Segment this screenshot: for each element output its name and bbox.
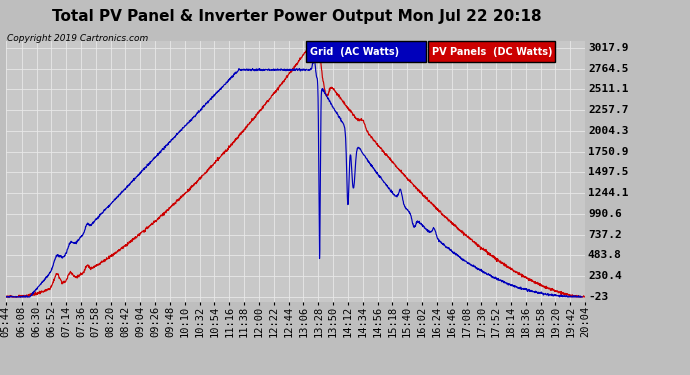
Text: Copyright 2019 Cartronics.com: Copyright 2019 Cartronics.com (7, 34, 148, 43)
Text: 990.6: 990.6 (588, 209, 622, 219)
Text: PV Panels  (DC Watts): PV Panels (DC Watts) (432, 46, 553, 57)
Text: -23: -23 (588, 292, 608, 302)
Text: 2004.3: 2004.3 (588, 126, 629, 136)
Text: 483.8: 483.8 (588, 251, 622, 260)
Text: 1497.5: 1497.5 (588, 167, 629, 177)
Text: 1244.1: 1244.1 (588, 188, 629, 198)
Text: Grid  (AC Watts): Grid (AC Watts) (310, 46, 399, 57)
Text: 2764.5: 2764.5 (588, 64, 629, 74)
Text: 3017.9: 3017.9 (588, 43, 629, 53)
Text: 737.2: 737.2 (588, 230, 622, 240)
Text: 1750.9: 1750.9 (588, 147, 629, 157)
Text: 230.4: 230.4 (588, 271, 622, 281)
Text: Total PV Panel & Inverter Power Output Mon Jul 22 20:18: Total PV Panel & Inverter Power Output M… (52, 9, 542, 24)
Text: 2511.1: 2511.1 (588, 84, 629, 94)
Text: 2257.7: 2257.7 (588, 105, 629, 115)
